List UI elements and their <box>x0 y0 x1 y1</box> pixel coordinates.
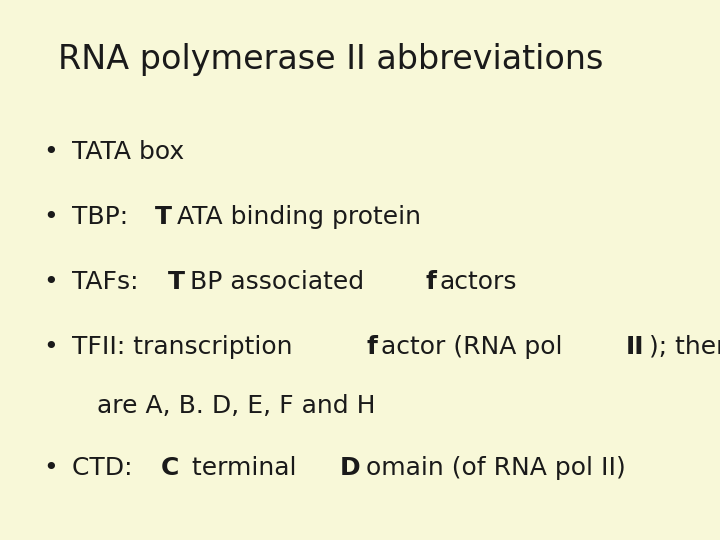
Text: •: • <box>43 205 58 229</box>
Text: •: • <box>43 270 58 294</box>
Text: omain (of RNA pol II): omain (of RNA pol II) <box>366 456 626 480</box>
Text: are A, B. D, E, F and H: are A, B. D, E, F and H <box>97 394 376 418</box>
Text: II: II <box>626 335 644 359</box>
Text: BP associated: BP associated <box>190 270 372 294</box>
Text: •: • <box>43 456 58 480</box>
Text: f: f <box>366 335 378 359</box>
Text: actors: actors <box>439 270 516 294</box>
Text: ); there: ); there <box>649 335 720 359</box>
Text: RNA polymerase II abbreviations: RNA polymerase II abbreviations <box>58 43 603 76</box>
Text: T: T <box>155 205 172 229</box>
Text: •: • <box>43 140 58 164</box>
Text: TFII: transcription: TFII: transcription <box>72 335 300 359</box>
Text: f: f <box>425 270 436 294</box>
Text: C: C <box>161 456 179 480</box>
Text: ATA binding protein: ATA binding protein <box>176 205 420 229</box>
Text: T: T <box>168 270 185 294</box>
Text: TBP:: TBP: <box>72 205 136 229</box>
Text: •: • <box>43 335 58 359</box>
Text: TATA box: TATA box <box>72 140 184 164</box>
Text: actor (RNA pol: actor (RNA pol <box>381 335 570 359</box>
Text: D: D <box>340 456 360 480</box>
Text: TAFs:: TAFs: <box>72 270 146 294</box>
Text: terminal: terminal <box>184 456 305 480</box>
Text: CTD:: CTD: <box>72 456 140 480</box>
